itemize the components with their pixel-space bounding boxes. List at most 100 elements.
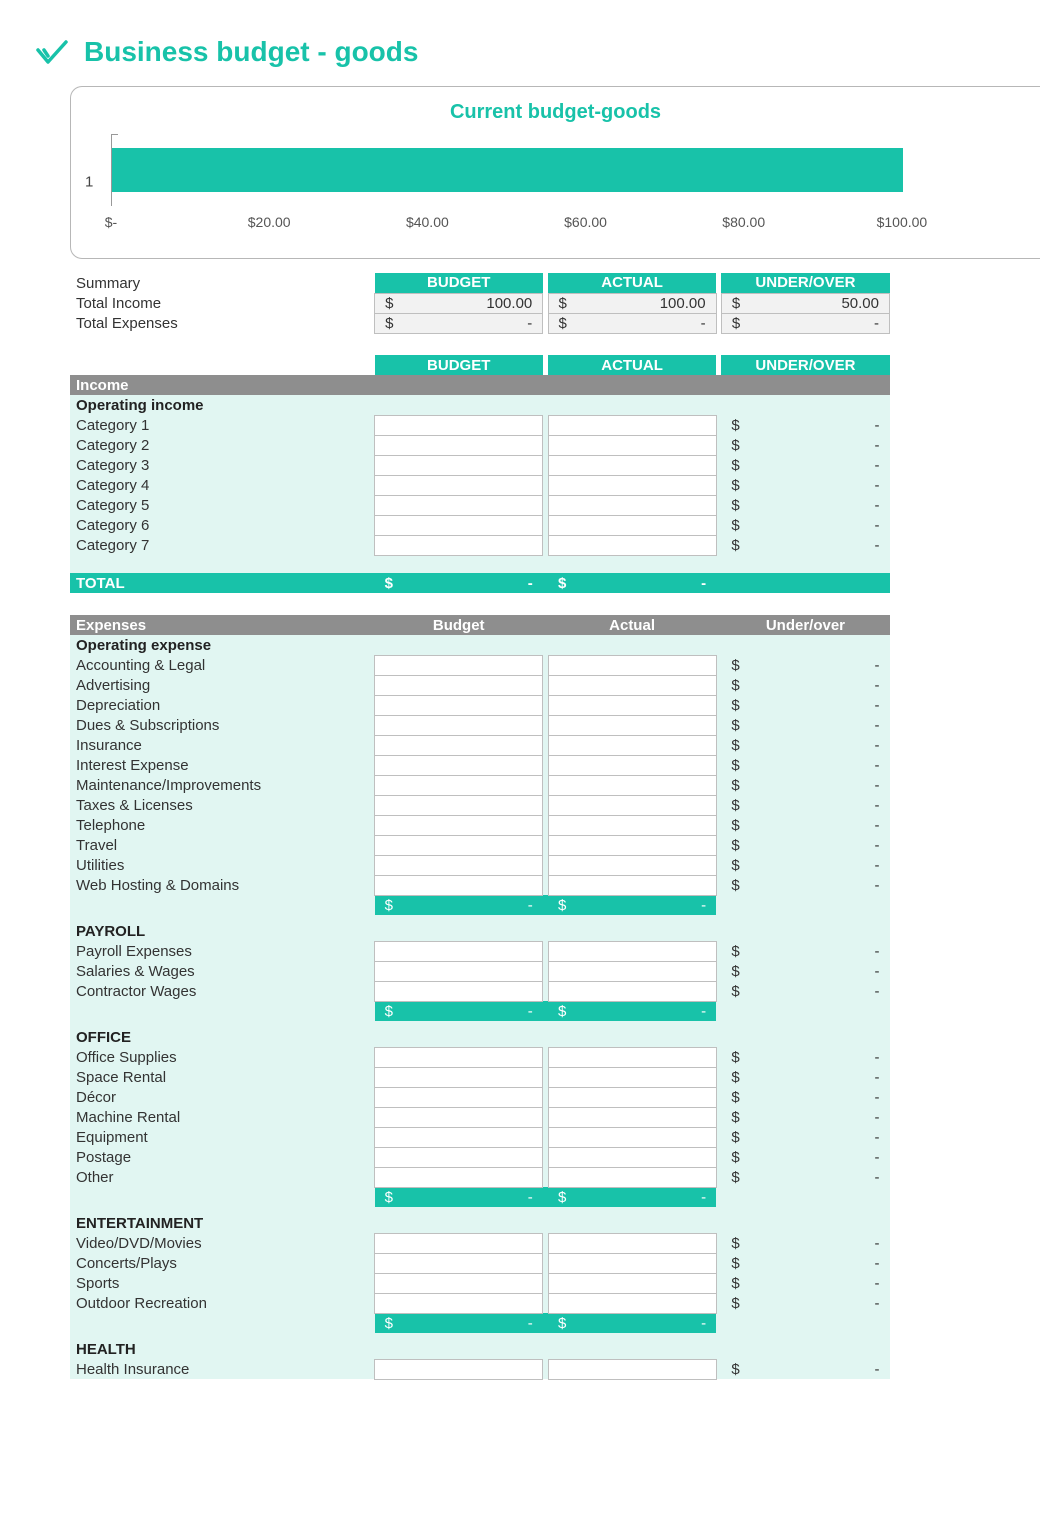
expense-budget[interactable]: [375, 1233, 543, 1253]
expense-actual[interactable]: [548, 981, 716, 1001]
blank: [721, 1313, 889, 1333]
expense-budget[interactable]: [375, 1253, 543, 1273]
expense-actual[interactable]: [548, 675, 716, 695]
expense-actual[interactable]: [548, 1359, 716, 1379]
expense-budget[interactable]: [375, 1293, 543, 1313]
income-budget[interactable]: [375, 415, 543, 435]
expense-budget[interactable]: [375, 675, 543, 695]
expense-budget[interactable]: [375, 875, 543, 895]
expense-underover: $-: [721, 695, 889, 715]
exp-col-actual: Actual: [548, 615, 716, 635]
expense-item: Taxes & Licenses: [70, 795, 375, 815]
expense-underover: $-: [721, 1067, 889, 1087]
chart-x-tick: $-: [105, 214, 117, 230]
expense-actual[interactable]: [548, 1253, 716, 1273]
blank: [70, 895, 375, 915]
expense-actual[interactable]: [548, 1293, 716, 1313]
expense-underover: $-: [721, 795, 889, 815]
expense-budget[interactable]: [375, 715, 543, 735]
expense-group: Operating expense: [70, 635, 375, 655]
summary-actual[interactable]: $-: [548, 313, 716, 333]
summary-actual[interactable]: $100.00: [548, 293, 716, 313]
expense-budget[interactable]: [375, 775, 543, 795]
income-item: Category 5: [70, 495, 375, 515]
chart-x-tick: $60.00: [564, 214, 607, 230]
expense-budget[interactable]: [375, 1359, 543, 1379]
expense-budget[interactable]: [375, 835, 543, 855]
expense-actual[interactable]: [548, 695, 716, 715]
expense-budget[interactable]: [375, 755, 543, 775]
income-actual[interactable]: [548, 515, 716, 535]
income-actual[interactable]: [548, 455, 716, 475]
expense-actual[interactable]: [548, 855, 716, 875]
expense-actual[interactable]: [548, 1147, 716, 1167]
income-underover: $-: [721, 435, 889, 455]
expense-actual[interactable]: [548, 1107, 716, 1127]
summary-row-label: Total Expenses: [70, 313, 375, 333]
expense-budget[interactable]: [375, 1047, 543, 1067]
income-underover: $-: [721, 455, 889, 475]
blank: [548, 635, 716, 655]
expense-budget[interactable]: [375, 941, 543, 961]
expense-actual[interactable]: [548, 735, 716, 755]
income-budget[interactable]: [375, 455, 543, 475]
expense-budget[interactable]: [375, 815, 543, 835]
income-actual[interactable]: [548, 415, 716, 435]
expense-actual[interactable]: [548, 1167, 716, 1187]
expense-actual[interactable]: [548, 875, 716, 895]
expense-budget[interactable]: [375, 1107, 543, 1127]
income-budget[interactable]: [375, 435, 543, 455]
expense-actual[interactable]: [548, 1233, 716, 1253]
expense-budget[interactable]: [375, 655, 543, 675]
expense-actual[interactable]: [548, 795, 716, 815]
summary-underover[interactable]: $-: [721, 313, 889, 333]
expense-budget[interactable]: [375, 981, 543, 1001]
blank: [70, 1313, 375, 1333]
expense-actual[interactable]: [548, 1127, 716, 1147]
expense-item: Payroll Expenses: [70, 941, 375, 961]
blank: [548, 395, 716, 415]
income-budget[interactable]: [375, 475, 543, 495]
income-actual[interactable]: [548, 435, 716, 455]
income-actual[interactable]: [548, 535, 716, 555]
expense-budget[interactable]: [375, 961, 543, 981]
blank: [548, 1027, 716, 1047]
expense-budget[interactable]: [375, 1147, 543, 1167]
income-budget[interactable]: [375, 515, 543, 535]
expense-actual[interactable]: [548, 775, 716, 795]
expense-actual[interactable]: [548, 1047, 716, 1067]
expense-item: Postage: [70, 1147, 375, 1167]
income-actual[interactable]: [548, 475, 716, 495]
income-budget[interactable]: [375, 535, 543, 555]
expense-actual[interactable]: [548, 1067, 716, 1087]
summary-budget[interactable]: $100.00: [375, 293, 543, 313]
expense-budget[interactable]: [375, 735, 543, 755]
income-budget[interactable]: [375, 495, 543, 515]
expense-actual[interactable]: [548, 755, 716, 775]
expense-budget[interactable]: [375, 1273, 543, 1293]
expense-actual[interactable]: [548, 961, 716, 981]
expense-actual[interactable]: [548, 655, 716, 675]
blank: [548, 921, 716, 941]
summary-budget[interactable]: $-: [375, 313, 543, 333]
expense-budget[interactable]: [375, 695, 543, 715]
expense-subtotal-budget: $-: [375, 1313, 543, 1333]
expense-actual[interactable]: [548, 815, 716, 835]
col-underover: UNDER/OVER: [721, 355, 889, 375]
expense-budget[interactable]: [375, 855, 543, 875]
blank: [721, 1213, 889, 1233]
expense-budget[interactable]: [375, 1167, 543, 1187]
expense-item: Telephone: [70, 815, 375, 835]
expense-budget[interactable]: [375, 1087, 543, 1107]
income-actual[interactable]: [548, 495, 716, 515]
expense-budget[interactable]: [375, 795, 543, 815]
summary-underover[interactable]: $50.00: [721, 293, 889, 313]
expense-budget[interactable]: [375, 1127, 543, 1147]
expense-actual[interactable]: [548, 1273, 716, 1293]
income-underover: $-: [721, 415, 889, 435]
expense-budget[interactable]: [375, 1067, 543, 1087]
expense-actual[interactable]: [548, 835, 716, 855]
expense-actual[interactable]: [548, 941, 716, 961]
expense-actual[interactable]: [548, 1087, 716, 1107]
expense-actual[interactable]: [548, 715, 716, 735]
